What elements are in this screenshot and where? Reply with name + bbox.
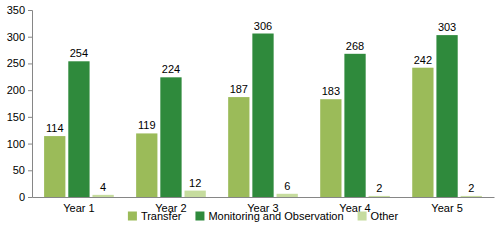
y-tick-label: 350 <box>7 4 25 16</box>
data-label: 119 <box>138 119 156 131</box>
data-label: 254 <box>70 47 88 59</box>
y-tick-mark <box>28 63 32 64</box>
data-label: 114 <box>46 122 64 134</box>
data-label: 187 <box>230 83 248 95</box>
y-tick-mark <box>28 37 32 38</box>
data-labels: 114 119 187 183 242 254 224 306 268 303 4 12 6 2 2 <box>46 20 474 194</box>
y-axis: 0 50 100 150 200 250 300 350 <box>7 4 33 203</box>
legend-item: Other <box>358 210 399 222</box>
bar <box>436 35 457 197</box>
x-axis-line <box>33 197 495 198</box>
y-tick-label: 0 <box>19 191 25 203</box>
legend-item: Monitoring and Observation <box>195 210 343 222</box>
legend-label: Other <box>371 210 399 222</box>
x-tick-label: Year 1 <box>63 202 94 214</box>
bar <box>252 34 273 197</box>
x-tick-label: Year 5 <box>431 202 462 214</box>
y-tick: 100 <box>7 138 32 150</box>
bar <box>160 77 181 197</box>
y-tick-mark <box>28 117 32 118</box>
chart: 114 119 187 183 242 254 224 306 268 303 4 12 6 2 2 0 50 1… <box>0 0 500 229</box>
legend-swatch <box>358 212 367 221</box>
plot-area: 114 119 187 183 242 254 224 306 268 303 4 12 6 2 2 0 50 1… <box>7 4 495 214</box>
bar <box>44 136 65 197</box>
data-label: 268 <box>346 40 364 52</box>
y-tick: 350 <box>7 4 32 16</box>
bar <box>68 61 89 197</box>
bar <box>320 99 341 197</box>
bar <box>185 191 206 197</box>
chart-container: 114 119 187 183 242 254 224 306 268 303 4 12 6 2 2 0 50 1… <box>0 0 500 229</box>
x-tick: Year 5 <box>431 197 462 214</box>
legend-swatch <box>128 212 137 221</box>
bar <box>92 195 113 197</box>
bar <box>136 133 157 197</box>
bars <box>44 34 482 197</box>
bar <box>412 68 433 197</box>
legend: Transfer Monitoring and Observation Other <box>128 210 399 222</box>
data-label: 303 <box>438 21 456 33</box>
y-tick: 0 <box>19 191 32 203</box>
data-label: 306 <box>254 20 272 32</box>
legend-label: Transfer <box>141 210 182 222</box>
y-axis-line <box>28 11 33 198</box>
y-tick-mark <box>28 197 32 198</box>
y-tick: 200 <box>7 84 32 96</box>
y-tick-mark <box>28 90 32 91</box>
x-tick: Year 1 <box>63 197 94 214</box>
x-tick: Year 4 <box>339 197 370 214</box>
data-label: 242 <box>414 54 432 66</box>
bar <box>461 196 482 197</box>
y-tick-label: 300 <box>7 31 25 43</box>
data-label: 4 <box>100 181 106 193</box>
bar <box>277 194 298 197</box>
y-tick-label: 150 <box>7 111 25 123</box>
data-label: 183 <box>322 85 340 97</box>
y-tick-mark <box>28 170 32 171</box>
bar <box>228 97 249 197</box>
y-tick-label: 50 <box>13 164 25 176</box>
y-tick-label: 250 <box>7 57 25 69</box>
legend-label: Monitoring and Observation <box>208 210 343 222</box>
bar <box>344 54 365 197</box>
legend-item: Transfer <box>128 210 182 222</box>
bar <box>369 196 390 197</box>
data-label: 6 <box>284 180 290 192</box>
y-tick-mark <box>28 144 32 145</box>
legend-swatch <box>195 212 204 221</box>
data-label: 224 <box>162 63 180 75</box>
y-tick: 150 <box>7 111 32 123</box>
y-tick: 50 <box>13 164 32 176</box>
y-tick-mark <box>28 10 32 11</box>
data-label: 12 <box>189 177 201 189</box>
y-tick-label: 200 <box>7 84 25 96</box>
data-label: 2 <box>376 182 382 194</box>
y-tick-label: 100 <box>7 138 25 150</box>
y-tick: 250 <box>7 57 32 69</box>
data-label: 2 <box>468 182 474 194</box>
y-tick: 300 <box>7 31 32 43</box>
